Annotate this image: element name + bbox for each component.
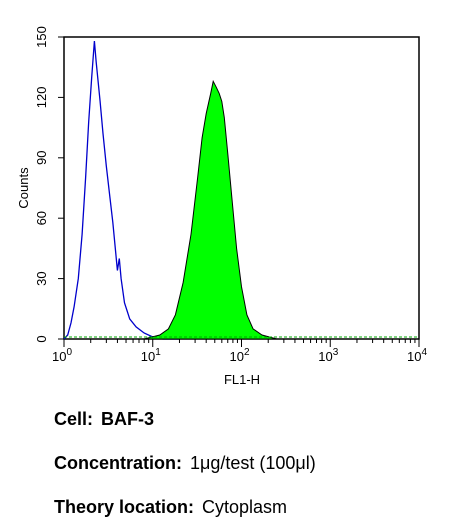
y-tick-label: 120 <box>34 87 49 109</box>
y-tick-label: 0 <box>34 335 49 342</box>
y-tick-label: 60 <box>34 211 49 225</box>
theory-location-info: Theory location: Cytoplasm <box>54 497 287 518</box>
x-tick-label: 104 <box>407 347 427 364</box>
x-tick-label: 103 <box>318 347 338 364</box>
concentration-info: Concentration: 1μg/test (100μl) <box>54 453 316 474</box>
concentration-label: Concentration: <box>54 453 182 473</box>
flow-cytometry-histogram: 0 30 60 90 120 150 100 101 102 103 104 Counts FL1… <box>16 26 427 387</box>
control-histogram-outline <box>63 40 180 340</box>
x-axis-label: FL1-H <box>224 372 260 387</box>
x-tick-label: 102 <box>229 347 249 364</box>
x-tick-label: 101 <box>141 347 161 364</box>
cell-info: Cell: BAF-3 <box>54 409 162 430</box>
theory-location-value: Cytoplasm <box>202 497 288 517</box>
theory-location-label: Theory location: <box>54 497 195 517</box>
cell-label: Cell: <box>54 409 94 429</box>
y-axis-label: Counts <box>16 167 31 209</box>
y-tick-label: 90 <box>34 151 49 165</box>
cell-value: BAF-3 <box>101 409 155 429</box>
sample-histogram-filled <box>143 79 277 340</box>
concentration-value: 1μg/test (100μl) <box>190 453 316 473</box>
y-tick-label: 30 <box>34 271 49 285</box>
y-tick-label: 150 <box>34 26 49 48</box>
x-tick-label: 100 <box>52 347 72 364</box>
